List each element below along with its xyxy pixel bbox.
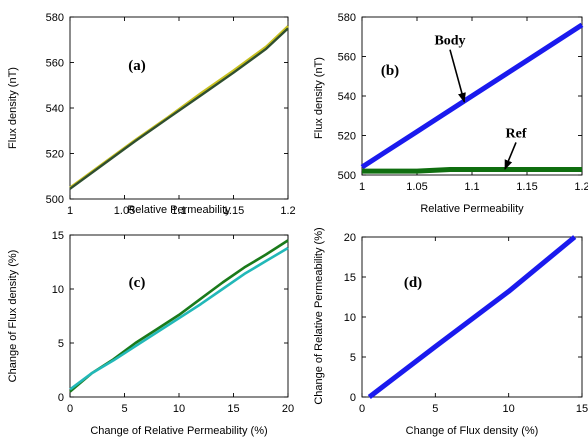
x-tick-label: 20 (282, 403, 294, 415)
y-tick-label: 540 (338, 91, 356, 103)
x-tick-label: 5 (121, 403, 127, 415)
panel-label: (c) (129, 275, 146, 291)
x-tick-label: 1 (359, 181, 365, 193)
chart-panel-2: 1 1.05 1.1 1.15 1.2 500 520 540 560 580 (b) Body Ref… (313, 12, 588, 215)
panel-label: (b) (381, 63, 399, 79)
series-line-2 (69, 27, 289, 190)
x-tick-label: 0 (359, 403, 365, 415)
y-tick-label: 500 (46, 194, 64, 206)
x-tick-label: 1.05 (114, 205, 135, 217)
x-tick-label: 1.15 (223, 205, 244, 217)
x-tick-label: 1.1 (171, 205, 186, 217)
annotation-arrow (449, 49, 466, 103)
x-tick-label: 0 (67, 403, 73, 415)
y-tick-label: 15 (344, 272, 356, 284)
y-tick-label: 10 (344, 312, 356, 324)
annotation-label: Ref (506, 126, 527, 141)
y-tick-label: 5 (58, 338, 64, 350)
x-tick-label: 10 (173, 403, 185, 415)
x-tick-label: 1.15 (516, 181, 537, 193)
panel-label: (d) (404, 275, 422, 291)
x-tick-label: 15 (576, 403, 588, 415)
y-tick-label: 15 (52, 230, 64, 242)
chart-panel-1: 1 1.05 1.1 1.15 1.2 500 520 540 560 580 (a) Relativ… (7, 12, 296, 217)
y-tick-label: 0 (58, 392, 64, 404)
y-tick-label: 0 (350, 392, 356, 404)
x-tick-label: 15 (227, 403, 239, 415)
x-tick-label: 1.05 (406, 181, 427, 193)
x-tick-label: 10 (503, 403, 515, 415)
y-axis-title: Flux density (nT) (313, 57, 325, 139)
y-axis-title: Flux density (nT) (7, 67, 19, 149)
y-tick-label: 520 (46, 149, 64, 161)
series-line-2 (69, 246, 289, 391)
y-tick-label: 560 (46, 58, 64, 70)
series-line-1 (360, 22, 584, 170)
chart-panel-4: 0 5 10 15 0 5 10 15 20 (d) Change of Flux density … (313, 227, 588, 437)
x-tick-label: 1.1 (464, 181, 479, 193)
x-tick-label: 1 (67, 205, 73, 217)
x-tick-label: 5 (432, 403, 438, 415)
series-line-1 (367, 235, 577, 399)
series-line-2 (362, 167, 582, 174)
y-tick-label: 520 (338, 131, 356, 143)
annotation-label: Body (434, 34, 465, 49)
y-tick-label: 580 (46, 12, 64, 24)
panel-label: (a) (128, 58, 146, 74)
y-tick-label: 5 (350, 352, 356, 364)
y-tick-label: 560 (338, 52, 356, 64)
annotation-arrow (504, 142, 517, 170)
y-axis-title: Change of Flux density (%) (7, 250, 19, 383)
y-tick-label: 580 (338, 12, 356, 24)
y-tick-label: 10 (52, 284, 64, 296)
x-axis-title: Change of Flux density (%) (406, 425, 539, 437)
y-tick-label: 20 (344, 232, 356, 244)
y-axis-title: Change of Relative Permeability (%) (313, 227, 325, 404)
x-axis-title: Relative Permeability (127, 204, 231, 216)
y-tick-label: 540 (46, 103, 64, 115)
x-axis-title: Relative Permeability (420, 203, 524, 215)
y-tick-label: 500 (338, 170, 356, 182)
chart-panel-3: 0 5 10 15 20 0 5 10 15 (c) Change of Relative Perm… (7, 230, 294, 437)
x-tick-label: 1.2 (574, 181, 588, 193)
x-tick-label: 1.2 (280, 205, 295, 217)
x-axis-title: Change of Relative Permeability (%) (90, 425, 267, 437)
series-line-1 (69, 239, 289, 393)
series-line-1 (69, 25, 289, 189)
